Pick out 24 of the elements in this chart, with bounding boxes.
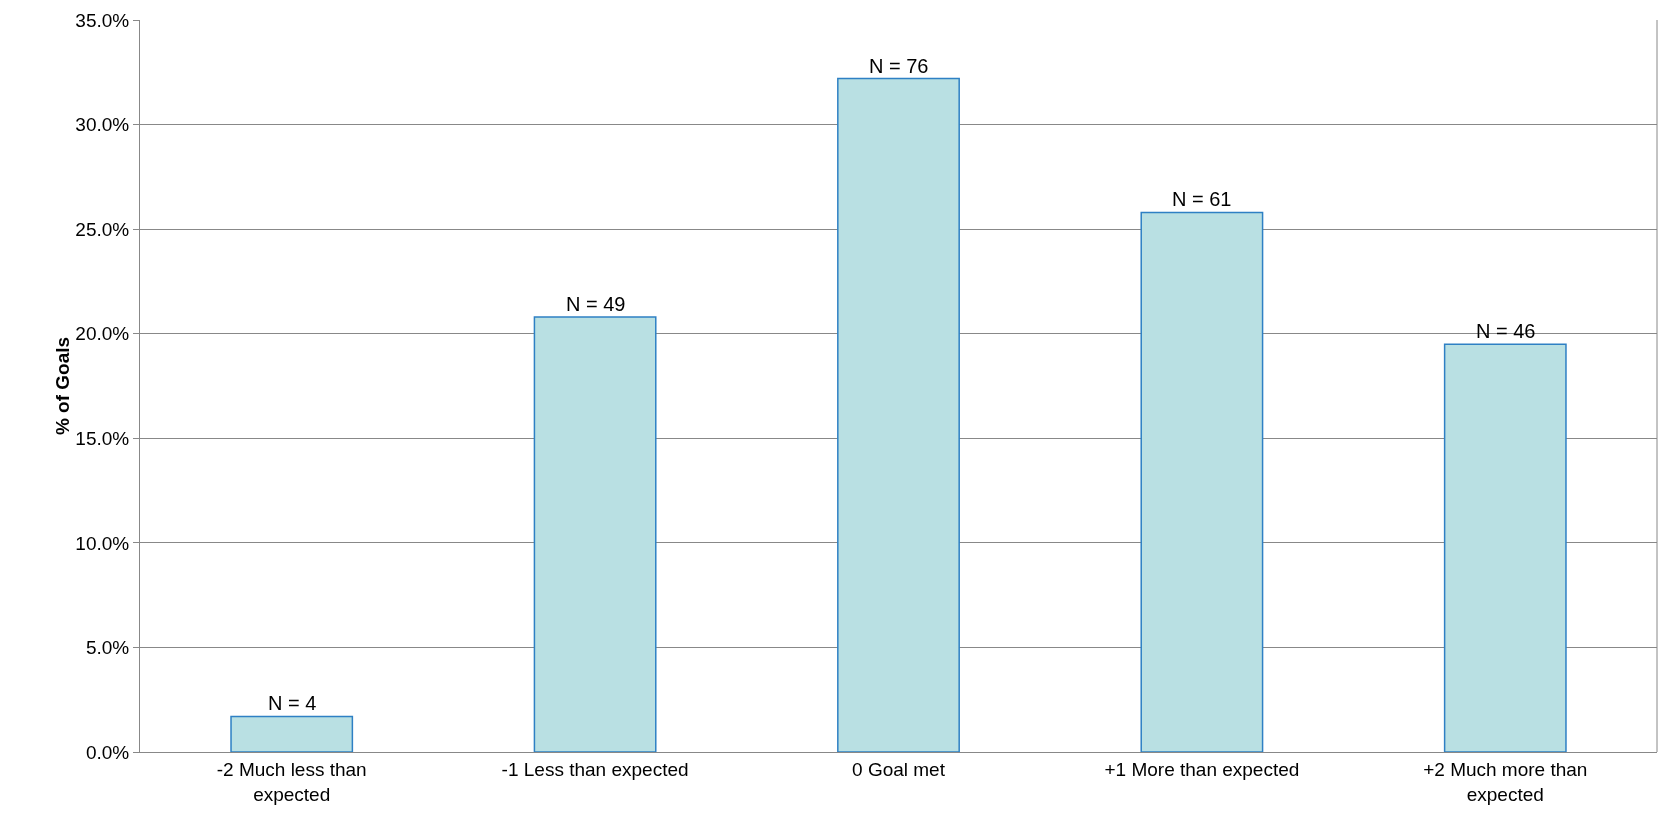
bar: [1443, 343, 1567, 752]
annotation: N = 76: [869, 55, 929, 77]
x-tick-label: -2 Much less than expected: [216, 758, 367, 805]
y-tick-label: 25.0%: [75, 218, 130, 240]
bar: [230, 715, 354, 752]
bar: [837, 77, 960, 752]
x-tick-label: +2 Much more than expected: [1423, 758, 1588, 805]
y-tick-label: 20.0%: [75, 323, 130, 345]
x-tick-label: 0 Goal met: [852, 758, 946, 780]
y-tick-label: 30.0%: [75, 114, 130, 136]
annotation: N = 46: [1476, 320, 1536, 342]
y-axis-title: % of Goals: [52, 336, 74, 436]
y-tick-label: 0.0%: [85, 741, 130, 763]
y-tick-label: 10.0%: [75, 532, 130, 554]
x-tick-label: +1 More than expected: [1104, 758, 1300, 780]
y-tick-label: 35.0%: [75, 9, 130, 31]
y-tick-label: 15.0%: [75, 427, 130, 449]
bar: [533, 316, 657, 752]
bar: [1140, 211, 1264, 752]
annotation: N = 4: [268, 692, 317, 714]
annotation: N = 61: [1172, 188, 1232, 210]
annotation: N = 49: [566, 293, 626, 315]
x-tick-label: -1 Less than expected: [501, 758, 689, 780]
y-tick-label: 5.0%: [85, 637, 130, 659]
